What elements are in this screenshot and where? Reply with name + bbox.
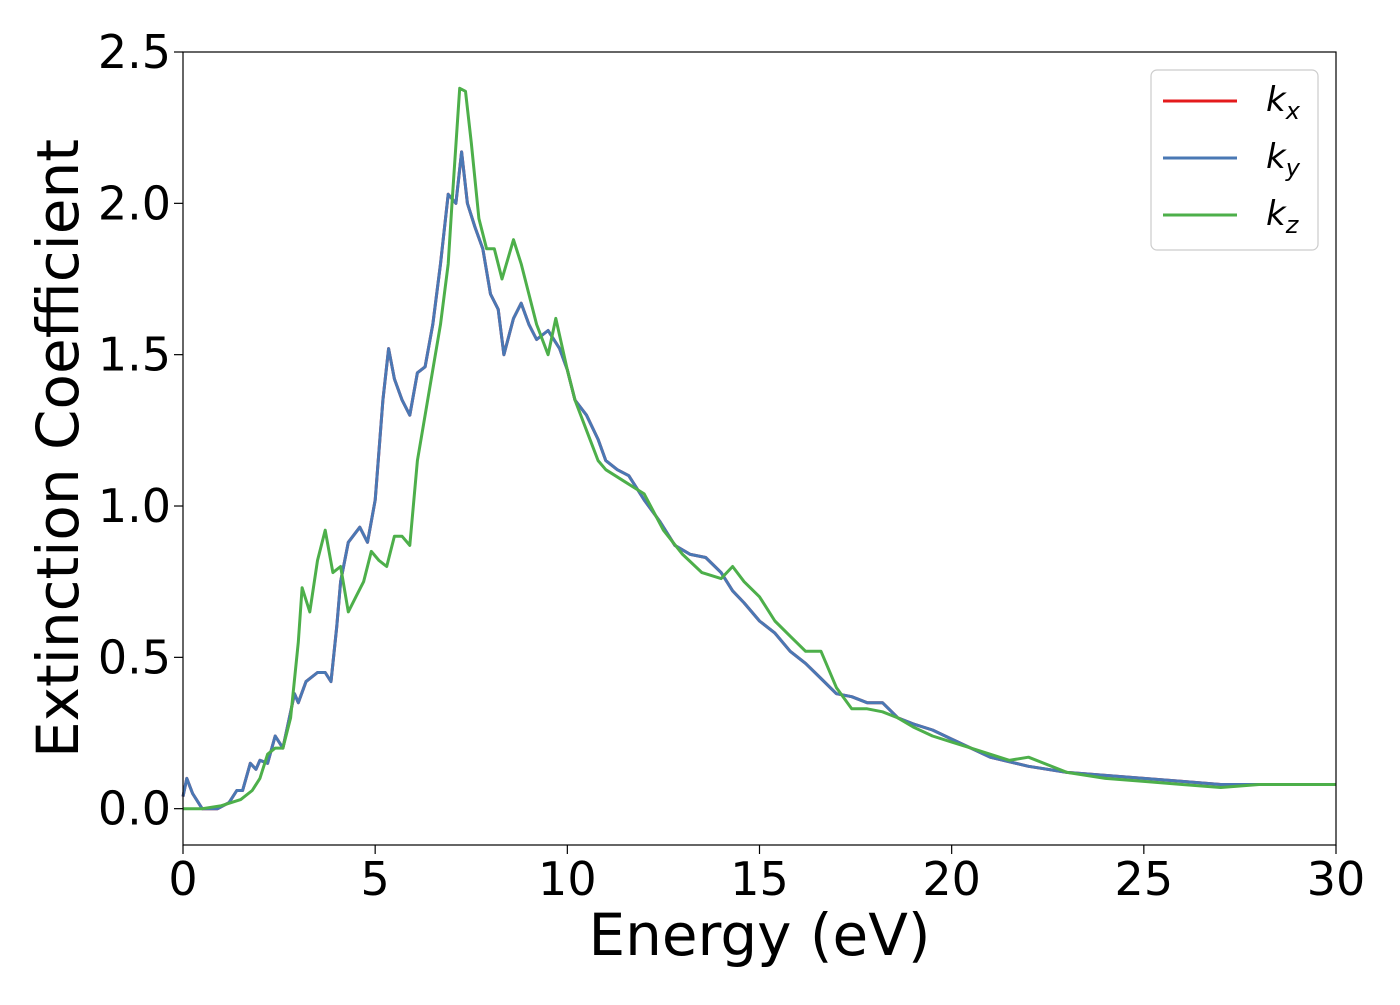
legend-label-subscript: y: [1285, 154, 1301, 182]
legend-label-base: k: [1266, 80, 1287, 120]
x-tick-label: 0: [168, 852, 197, 906]
x-tick-label: 15: [730, 852, 789, 906]
y-tick-label: 2.0: [98, 176, 171, 230]
x-tick-label: 10: [538, 852, 597, 906]
series-line-k-z: [183, 86, 1336, 811]
x-tick-label: 20: [922, 852, 981, 906]
legend-label-base: k: [1266, 137, 1287, 177]
y-axis-ticks: 0.0 0.5 1.0 1.5 2.0 2.5: [98, 25, 183, 836]
x-tick-label: 5: [361, 852, 390, 906]
legend-label-subscript: z: [1285, 211, 1300, 239]
legend-box: [1150, 69, 1319, 251]
legend-label-k-y: ky: [1266, 137, 1301, 182]
x-tick-label: 25: [1115, 852, 1174, 906]
y-tick-label: 0.0: [98, 782, 171, 836]
x-tick-label: 30: [1307, 852, 1366, 906]
y-tick-label: 1.5: [98, 328, 171, 382]
legend-label-subscript: x: [1285, 97, 1301, 125]
x-axis-title: Energy (eV): [588, 901, 930, 969]
series-line-k-y: [181, 150, 1336, 811]
y-axis-title: Extinction Coefficient: [24, 139, 92, 758]
y-tick-label: 0.5: [98, 630, 171, 684]
y-tick-label: 1.0: [98, 479, 171, 533]
x-axis-ticks: 0 5 10 15 20 25 30: [168, 845, 1365, 906]
legend-label-k-x: kx: [1266, 80, 1301, 125]
y-tick-label: 2.5: [98, 25, 171, 79]
legend-label-base: k: [1266, 194, 1287, 234]
legend-label-k-z: kz: [1266, 194, 1300, 239]
series-layer: [181, 86, 1336, 811]
